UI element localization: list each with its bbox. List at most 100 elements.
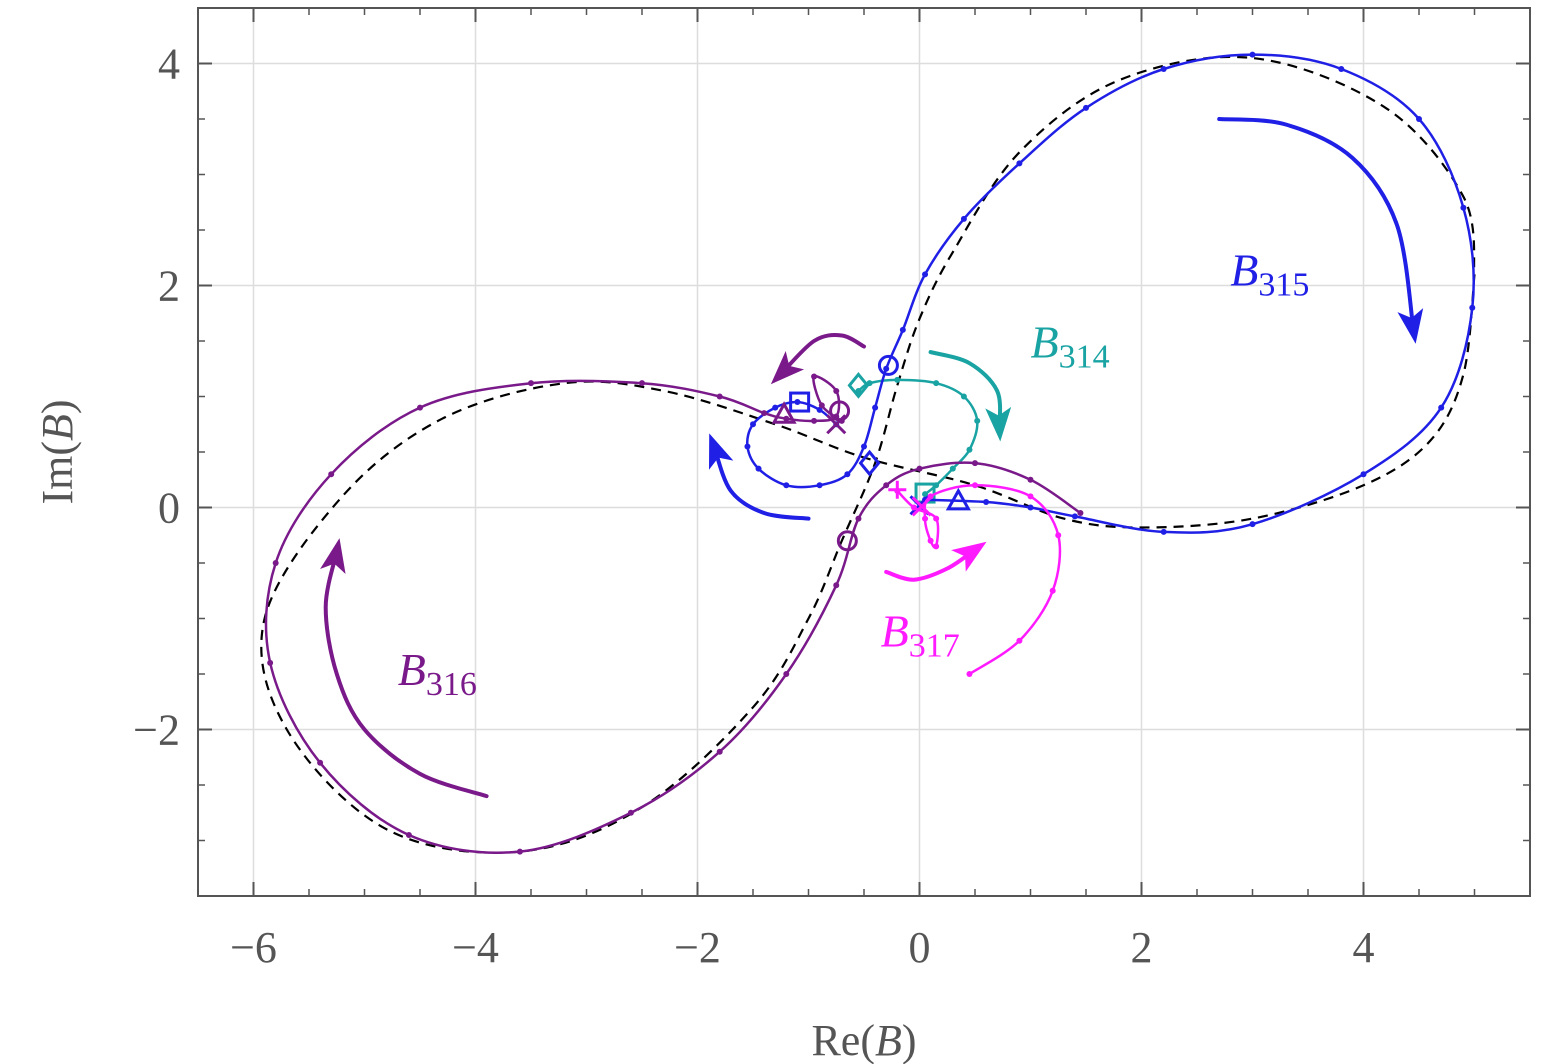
b315-data-point — [1460, 204, 1467, 211]
b315-data-point — [772, 404, 779, 411]
b316-data-point — [317, 759, 324, 766]
b317-arrow-shaft — [884, 547, 977, 582]
b316-data-point — [811, 373, 818, 380]
b314-label-subscript: 314 — [1059, 339, 1110, 376]
b315-data-point — [1416, 116, 1422, 122]
b316-arrow-shaft — [323, 549, 489, 799]
b316-data-point — [639, 380, 645, 387]
b317-data-point — [966, 671, 973, 677]
b317-arrow-head — [951, 541, 987, 572]
b315-second-arrow-head — [709, 433, 734, 470]
y-tick-label: −2 — [133, 706, 180, 755]
b315-data-point — [844, 471, 851, 478]
b316-circle-marker — [836, 530, 858, 552]
b315-label-subscript: 315 — [1258, 267, 1309, 304]
b316-data-point — [783, 671, 790, 677]
b314-arrow-head — [985, 406, 1012, 442]
b315-diamond-marker — [858, 449, 881, 477]
b317-data-point — [933, 543, 940, 550]
b314-data-point — [933, 380, 940, 387]
b316-second-arrow-head — [770, 350, 805, 385]
b314-diamond-marker — [847, 372, 870, 399]
ticks — [197, 7, 1531, 897]
b316-label-subscript: 316 — [426, 666, 477, 703]
b316-data-point — [818, 402, 825, 409]
b314-data-point — [922, 491, 929, 498]
b316-data-point — [1027, 476, 1034, 483]
b314-data-point — [974, 417, 981, 424]
x-tick-label: −4 — [452, 923, 499, 972]
b317-label-base: B — [881, 605, 909, 656]
b314-label-base: B — [1031, 317, 1059, 368]
b315-data-point — [1160, 66, 1167, 73]
b315-circle-marker — [877, 354, 899, 376]
b317-data-point — [1055, 532, 1062, 539]
b315-second-arrow-shaft — [712, 444, 811, 521]
b315-data-point — [744, 443, 751, 450]
b314-data-point — [966, 446, 973, 453]
y-axis-title: Im(B) — [33, 399, 82, 504]
y-tick-label: 0 — [158, 484, 180, 533]
b314-label: B314 — [1031, 317, 1110, 376]
b315-data-point — [1071, 513, 1078, 520]
b316-data-point — [716, 748, 723, 755]
b316-label-base: B — [398, 644, 426, 695]
b315-data-point — [1438, 404, 1445, 411]
b315-triangle-marker — [945, 487, 971, 511]
b315-data-point — [1249, 51, 1256, 58]
b317-data-point — [927, 537, 934, 544]
y-tick-label: 2 — [158, 262, 180, 311]
b316-data-point — [516, 848, 523, 855]
plot-area — [260, 51, 1476, 855]
b316-data-point — [272, 560, 279, 566]
b314-arrow-shaft — [928, 350, 1003, 430]
b316-data-point — [916, 465, 923, 472]
b316-data-point — [883, 482, 890, 489]
b316-data-point — [811, 417, 818, 424]
b316-label: B316 — [398, 644, 477, 703]
x-tick-label: −6 — [230, 923, 277, 972]
b315-data-point — [794, 399, 801, 406]
b315-data-point — [1249, 521, 1256, 528]
b315-arrow-head — [1397, 308, 1424, 344]
b315-square-marker — [789, 391, 811, 413]
x-tick-label: −2 — [674, 923, 721, 972]
b315-series-line — [746, 53, 1475, 534]
b317-label-subscript: 317 — [909, 627, 960, 664]
arrows — [320, 117, 1424, 799]
b316-data-point — [627, 809, 634, 816]
b315-data-point — [899, 326, 906, 333]
b317-data-point — [910, 504, 917, 511]
b314-data-point — [960, 393, 967, 400]
b315-data-point — [816, 482, 823, 489]
plot-frame — [197, 7, 1531, 897]
b315-data-point — [1360, 471, 1367, 478]
b315-data-point — [750, 421, 756, 428]
b317-data-point — [922, 515, 929, 522]
reference-curve — [260, 55, 1476, 854]
x-axis-title: Re(B) — [811, 1016, 916, 1064]
b317-cross-marker — [911, 496, 932, 517]
b315-label-base: B — [1230, 245, 1258, 296]
b316-triangle-marker — [771, 401, 797, 424]
b317-data-point — [1016, 637, 1023, 644]
x-tick-label: 2 — [1131, 923, 1153, 972]
b316-data-point — [417, 404, 423, 411]
b315-data-point — [883, 365, 890, 372]
b315-data-point — [872, 404, 879, 411]
b314-data-point — [949, 465, 956, 472]
b315-data-point — [1160, 528, 1167, 535]
b317-data-point — [972, 482, 978, 489]
b315-data-point — [1027, 504, 1034, 511]
b317-data-point — [1027, 493, 1034, 500]
b316-second-arrow-shaft — [778, 333, 866, 377]
y-tick-label: 4 — [158, 40, 180, 89]
b315-data-point — [1016, 160, 1023, 167]
b316-cross-marker — [826, 414, 847, 435]
tick-labels: −6 −4 −2 0 2 4 −2 0 2 4 — [133, 40, 1374, 973]
x-tick-label: 4 — [1353, 923, 1375, 972]
b315-label: B315 — [1230, 245, 1309, 304]
b315-data-point — [922, 271, 929, 278]
